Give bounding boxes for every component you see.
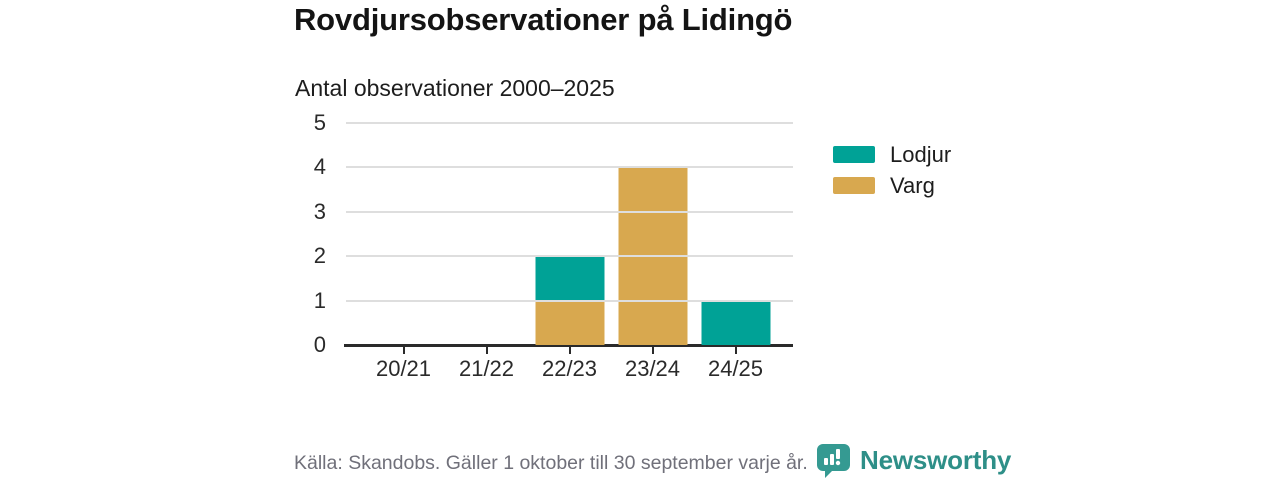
plot-area: 20/21 21/22 22/23 23/24 24/25 <box>344 122 793 381</box>
legend-label: Varg <box>890 172 935 198</box>
gridline <box>346 210 793 213</box>
legend: Lodjur Varg <box>833 139 951 201</box>
legend-item: Varg <box>833 170 951 201</box>
chart-subtitle: Antal observationer 2000–2025 <box>295 75 615 101</box>
legend-swatch <box>833 177 875 194</box>
bar-segment-varg <box>535 300 604 345</box>
bar-band: 22/23 <box>528 123 611 381</box>
bar-segment-lodjur <box>535 256 604 301</box>
chart-title: Rovdjursobservationer på Lidingö <box>294 2 793 37</box>
x-axis-tick <box>651 346 654 354</box>
y-axis-tick-label: 1 <box>313 287 326 313</box>
bar-band: 24/25 <box>694 123 777 381</box>
bar-band: 23/24 <box>611 123 694 381</box>
y-axis: 0 1 2 3 4 5 <box>276 110 336 357</box>
source-note: Källa: Skandobs. Gäller 1 oktober till 3… <box>294 452 808 474</box>
gridline <box>346 255 793 258</box>
legend-item: Lodjur <box>833 139 951 170</box>
x-axis-tick <box>734 346 737 354</box>
y-axis-tick-label: 5 <box>313 110 326 135</box>
y-axis-tick-label: 3 <box>313 198 326 224</box>
x-axis-tick-label: 24/25 <box>707 356 764 381</box>
legend-swatch <box>833 146 875 163</box>
y-axis-tick-label: 0 <box>313 332 326 357</box>
bar-band: 20/21 <box>362 123 445 381</box>
brand-lockup: Newsworthy <box>815 442 1011 479</box>
x-axis-tick <box>485 346 488 354</box>
legend-label: Lodjur <box>890 141 952 167</box>
brand-name: Newsworthy <box>860 445 1012 475</box>
gridline <box>346 166 793 169</box>
bar-stack <box>701 300 770 345</box>
x-axis-tick-label: 22/23 <box>541 356 598 381</box>
bar-stack <box>535 256 604 345</box>
x-axis-tick-label: 20/21 <box>375 356 432 381</box>
x-axis-tick-label: 23/24 <box>624 356 681 381</box>
x-axis-tick <box>568 346 571 354</box>
x-axis-tick-label: 21/22 <box>458 356 515 381</box>
newsworthy-logo-icon <box>815 442 852 479</box>
y-axis-tick-label: 4 <box>313 154 326 180</box>
bar-bands: 20/21 21/22 22/23 23/24 24/25 <box>362 123 777 381</box>
gridline <box>346 122 793 124</box>
y-axis-tick-label: 2 <box>313 243 326 269</box>
bar-segment-lodjur <box>701 300 770 345</box>
gridline <box>346 299 793 302</box>
x-axis-tick <box>402 346 405 354</box>
bar-band: 21/22 <box>445 123 528 381</box>
x-axis-line <box>344 344 793 347</box>
